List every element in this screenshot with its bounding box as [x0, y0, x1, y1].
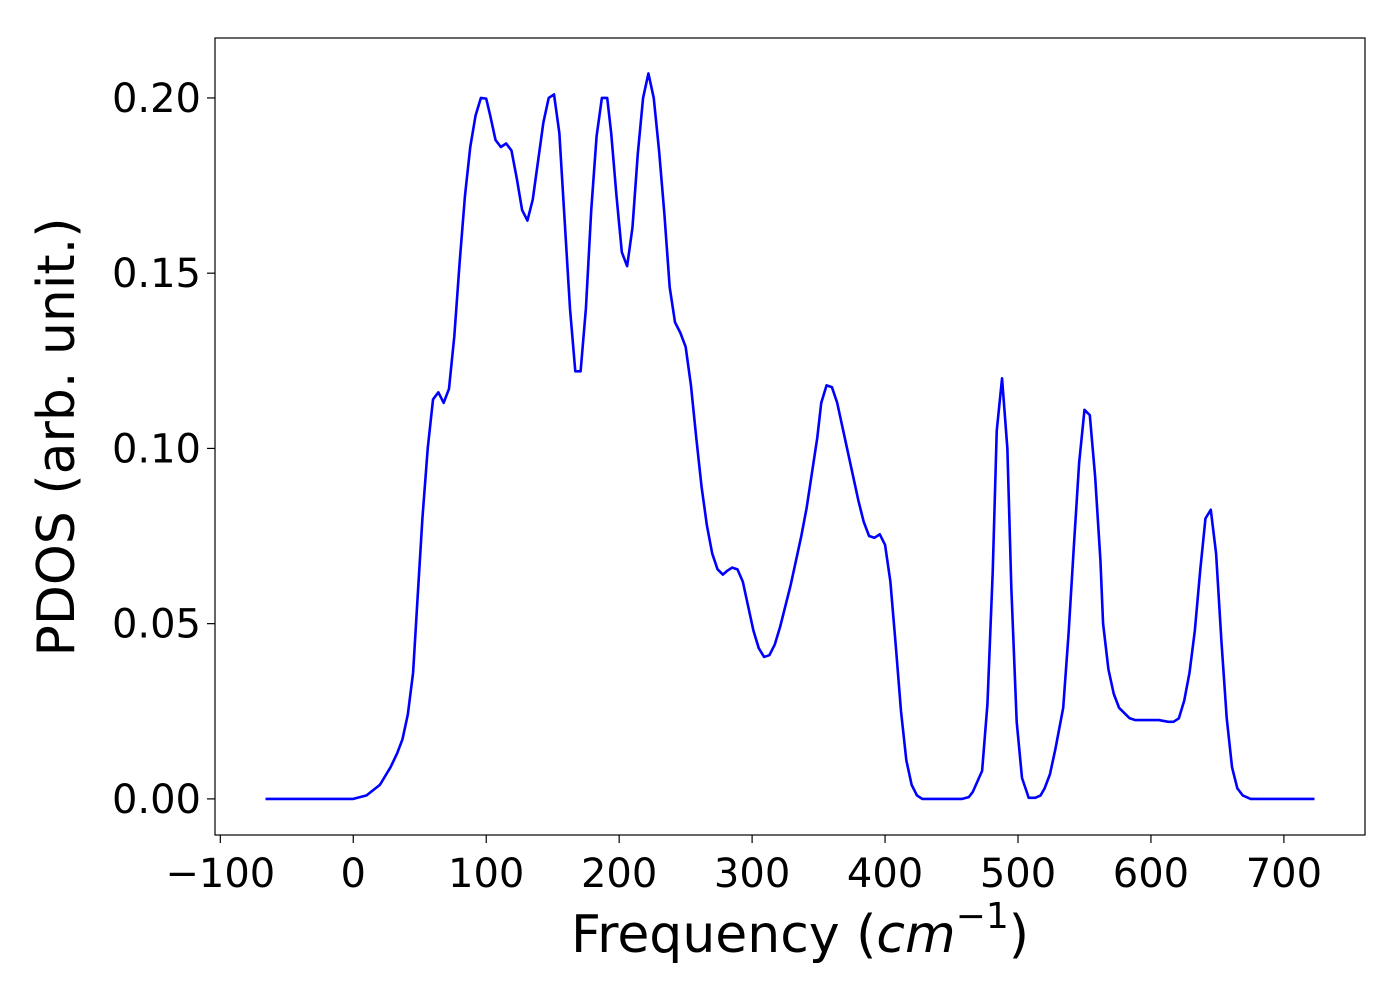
- y-tick-label: 0.00: [112, 777, 201, 823]
- x-label-unit: cm: [876, 905, 955, 965]
- y-tick-label: 0.05: [112, 602, 201, 648]
- x-tick-label: 100: [448, 851, 524, 897]
- y-tick-label: 0.15: [112, 251, 201, 297]
- x-tick-label: 0: [341, 851, 366, 897]
- x-tick-label: −100: [165, 851, 275, 897]
- x-tick-label: 700: [1246, 851, 1322, 897]
- y-tick-label: 0.10: [112, 426, 201, 472]
- y-tick-label: 0.20: [112, 76, 201, 122]
- x-axis-label: Frequency (cm−1): [571, 896, 1029, 965]
- x-tick-label: 500: [980, 851, 1056, 897]
- y-axis-label: PDOS (arb. unit.): [27, 217, 87, 656]
- x-tick-label: 400: [847, 851, 923, 897]
- x-label-close: ): [1009, 905, 1029, 965]
- x-tick-label: 600: [1113, 851, 1189, 897]
- x-label-text: Frequency (: [571, 905, 876, 965]
- x-label-exponent: −1: [956, 896, 1009, 937]
- x-tick-label: 300: [714, 851, 790, 897]
- x-tick-label: 200: [581, 851, 657, 897]
- data-line: [265, 72, 1315, 801]
- plot-frame: [214, 37, 1366, 836]
